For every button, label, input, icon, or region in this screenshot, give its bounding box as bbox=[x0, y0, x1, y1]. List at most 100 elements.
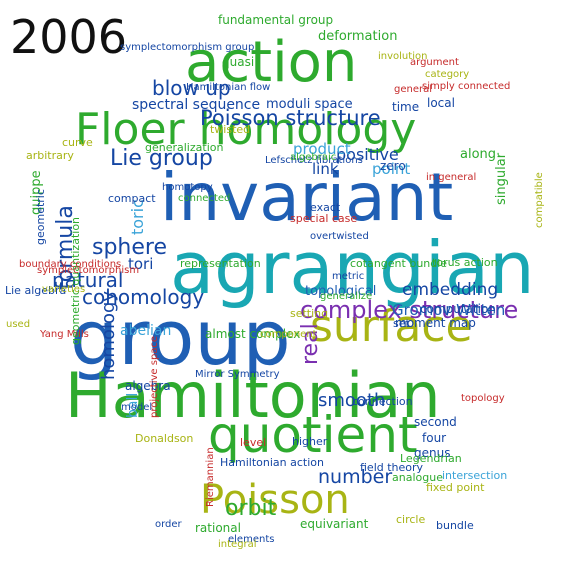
cloud-word: argument bbox=[410, 57, 459, 68]
cloud-word: connection bbox=[352, 395, 413, 408]
cloud-word: tori bbox=[128, 255, 154, 273]
cloud-word: topology bbox=[461, 393, 505, 404]
cloud-word: integral bbox=[218, 539, 257, 550]
cloud-word: Floer homology bbox=[75, 104, 417, 155]
cloud-word: setting bbox=[290, 307, 329, 320]
year-label: 2006 bbox=[10, 10, 128, 64]
cloud-word: equivariant bbox=[300, 517, 369, 531]
cloud-word: invariant bbox=[160, 159, 454, 236]
cloud-word: Donaldson bbox=[135, 432, 194, 445]
cloud-word: varieties bbox=[42, 284, 86, 295]
cloud-word: order bbox=[155, 519, 182, 530]
cloud-word: smooth bbox=[318, 390, 386, 411]
cloud-word: algebraic bbox=[290, 152, 337, 163]
cloud-word: quasi bbox=[222, 55, 255, 69]
cloud-word: surface bbox=[310, 301, 473, 352]
cloud-word: set bbox=[393, 317, 410, 330]
cloud-word: cotangent bundle bbox=[350, 257, 448, 270]
cloud-word: fundamental group bbox=[218, 13, 334, 27]
cloud-word: spectral sequence bbox=[132, 97, 261, 113]
cloud-word: singular bbox=[494, 152, 509, 205]
cloud-word: Lie group bbox=[110, 146, 213, 171]
cloud-word: in general bbox=[426, 172, 477, 183]
cloud-word: circle bbox=[396, 513, 426, 526]
cloud-word: model bbox=[121, 402, 153, 413]
cloud-word: compatible bbox=[534, 172, 545, 228]
cloud-word: second bbox=[414, 415, 457, 429]
cloud-word: Mirror Symmetry bbox=[195, 369, 280, 380]
cloud-word: algebra bbox=[125, 379, 171, 393]
cloud-word: time bbox=[392, 100, 420, 114]
cloud-word: arbitrary bbox=[26, 149, 74, 162]
cloud-word: Poisson structure bbox=[200, 106, 381, 130]
cloud-word: genus bbox=[414, 446, 451, 460]
cloud-word: almost complex bbox=[205, 327, 301, 341]
cloud-word: topological bbox=[305, 284, 377, 299]
cloud-word: orbit bbox=[225, 496, 277, 521]
cloud-word: rational bbox=[195, 521, 241, 535]
cloud-word: Hamiltonian flow bbox=[186, 82, 271, 93]
cloud-word: embedding bbox=[402, 280, 499, 300]
cloud-word: number bbox=[318, 466, 393, 488]
cloud-word: analogue bbox=[392, 471, 443, 484]
cloud-word: Lefschetz fibrations bbox=[265, 155, 363, 166]
cloud-word: blow up bbox=[152, 76, 231, 100]
cloud-word: involution bbox=[378, 51, 428, 62]
cloud-word: higher bbox=[292, 435, 328, 448]
cloud-word: connected bbox=[178, 193, 231, 204]
cloud-word: local bbox=[427, 96, 455, 110]
cloud-word: homotopy bbox=[162, 182, 213, 193]
cloud-word: zero bbox=[380, 159, 406, 173]
cloud-word: geometric bbox=[34, 189, 47, 245]
cloud-word: exact bbox=[310, 201, 341, 214]
cloud-word: curve bbox=[62, 136, 93, 149]
cloud-word: generalization bbox=[145, 141, 224, 154]
cloud-word: Lie algebra bbox=[5, 284, 67, 297]
cloud-word: complex structure bbox=[300, 296, 519, 324]
cloud-word: compact bbox=[108, 192, 156, 205]
cloud-word: link bbox=[312, 160, 339, 178]
cloud-word: Riemannian bbox=[205, 447, 216, 507]
cloud-word: general bbox=[394, 84, 433, 95]
cloud-word: Gromov Witten bbox=[392, 301, 506, 319]
cloud-word: sphere bbox=[92, 235, 168, 260]
cloud-word: cohomology bbox=[82, 285, 205, 309]
cloud-word: Legendrian bbox=[400, 452, 462, 465]
cloud-word: product bbox=[293, 140, 351, 158]
cloud-word: geometric quantization bbox=[69, 216, 82, 345]
cloud-word: simply connected bbox=[422, 81, 511, 92]
cloud-word: group bbox=[70, 293, 291, 382]
cloud-word: computation bbox=[420, 302, 496, 316]
cloud-word: abelian bbox=[120, 323, 172, 339]
cloud-word: natural bbox=[52, 268, 124, 292]
cloud-word: fixed point bbox=[426, 481, 485, 494]
cloud-word: positive bbox=[336, 145, 399, 164]
cloud-word: Poisson bbox=[200, 477, 350, 523]
cloud-word: elements bbox=[228, 534, 275, 545]
cloud-word: symplectomorphism bbox=[37, 265, 140, 276]
cloud-word: point bbox=[372, 160, 411, 178]
cloud-word: deformation bbox=[318, 29, 398, 44]
cloud-word: torus action bbox=[432, 256, 498, 269]
cloud-word: field theory bbox=[360, 461, 424, 474]
cloud-word: bundle bbox=[436, 519, 474, 532]
cloud-word: quotient bbox=[208, 406, 418, 464]
cloud-word: action bbox=[185, 30, 358, 95]
cloud-word: boundary conditions bbox=[19, 259, 122, 270]
cloud-word: representation bbox=[180, 257, 261, 270]
cloud-word: intersection bbox=[442, 469, 508, 482]
cloud-word: metric bbox=[332, 271, 365, 282]
cloud-word: used bbox=[6, 319, 31, 330]
cloud-word: symplectomorphism group bbox=[120, 42, 255, 53]
cloud-word: along bbox=[460, 147, 497, 162]
cloud-word: homology bbox=[98, 290, 119, 380]
cloud-word: agrangian bbox=[170, 226, 535, 310]
cloud-word: generalize bbox=[320, 291, 373, 302]
cloud-word: Yang Mills bbox=[40, 329, 89, 340]
cloud-word: Hamiltonian action bbox=[220, 456, 324, 469]
cloud-word: Hamiltonian bbox=[65, 359, 441, 432]
cloud-word: moment map bbox=[395, 316, 476, 330]
cloud-word: component bbox=[260, 329, 317, 340]
cloud-word: moduli space bbox=[266, 97, 353, 112]
cloud-word: category bbox=[425, 69, 470, 80]
